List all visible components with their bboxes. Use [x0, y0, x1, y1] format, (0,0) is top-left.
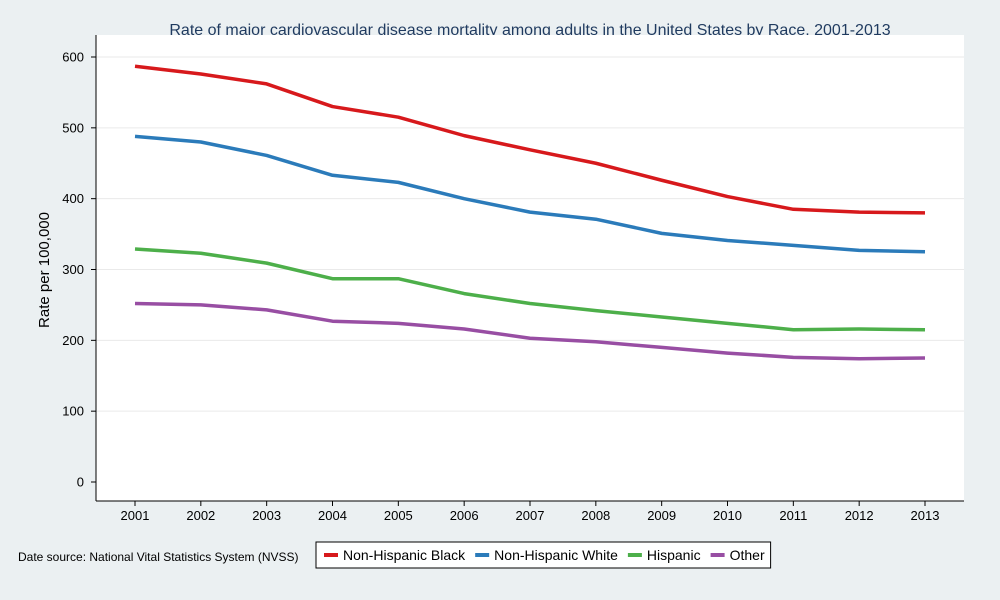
x-tick-label-2010: 2010	[713, 508, 742, 523]
legend-label-1: Non-Hispanic Black	[343, 547, 466, 563]
x-tick-label-2001: 2001	[121, 508, 150, 523]
x-tick-label-2004: 2004	[318, 508, 347, 523]
y-tick-label-0: 0	[77, 475, 84, 490]
x-tick-label-2009: 2009	[647, 508, 676, 523]
legend-label-4: Other	[730, 547, 765, 563]
x-tick-label-2011: 2011	[779, 508, 807, 523]
y-tick-label-500: 500	[62, 120, 84, 135]
legend: Non-Hispanic Black Non-Hispanic White Hisp…	[315, 541, 772, 569]
source-note: Date source: National Vital Statistics S…	[18, 550, 299, 564]
x-tick-label-2013: 2013	[911, 508, 940, 523]
series-line-3	[134, 247, 926, 332]
x-tick-label-2003: 2003	[252, 508, 281, 523]
y-tick-label-300: 300	[62, 262, 84, 277]
legend-box	[315, 541, 772, 569]
x-tick-label-2007: 2007	[516, 508, 545, 523]
y-tick-label-600: 600	[62, 50, 84, 65]
x-tick-label-2005: 2005	[384, 508, 413, 523]
y-axis-title: Rate per 100,000	[36, 212, 53, 328]
legend-label-3: Hispanic	[647, 547, 701, 563]
plot-area	[96, 35, 964, 501]
x-tick-label-2002: 2002	[186, 508, 215, 523]
y-tick-label-400: 400	[62, 191, 84, 206]
y-tick-label-100: 100	[62, 404, 84, 419]
series-line-4	[134, 301, 926, 361]
x-tick-label-2006: 2006	[450, 508, 479, 523]
y-tick-label-200: 200	[62, 333, 84, 348]
series-line-1	[134, 64, 926, 215]
chart-title: Rate of major cardiovascular disease mor…	[169, 22, 890, 39]
x-tick-label-2008: 2008	[581, 508, 610, 523]
series-line-2	[134, 134, 926, 254]
axes: 0 100 200 300 400 500 600 2001 2002 2003 2004 2005 2…	[62, 35, 964, 523]
gridlines	[96, 56, 964, 412]
series-lines	[134, 64, 926, 361]
x-tick-label-2012: 2012	[845, 508, 874, 523]
legend-label-2: Non-Hispanic White	[494, 547, 618, 563]
